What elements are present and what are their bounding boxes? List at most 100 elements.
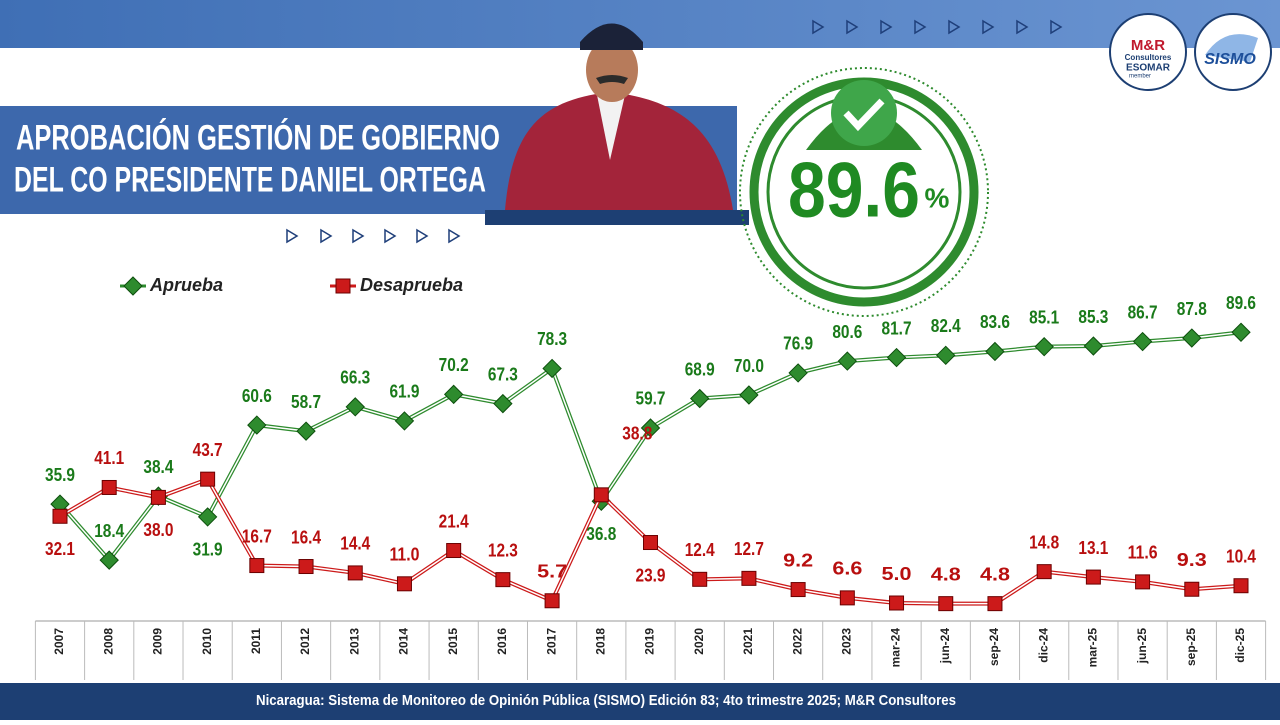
marker	[938, 596, 954, 612]
legend-label: Aprueba	[149, 275, 223, 295]
marker	[593, 487, 609, 503]
marker	[690, 388, 710, 409]
marker	[741, 570, 757, 586]
data-label: 82.4	[931, 316, 961, 336]
x-tick-label: 2007	[52, 628, 66, 655]
data-label: 78.3	[537, 329, 567, 349]
marker	[298, 559, 314, 575]
logo-text: ESOMAR	[1126, 63, 1171, 74]
marker	[985, 341, 1005, 362]
title-band-shadow	[485, 210, 749, 225]
highlight-badge: 89.6 %	[739, 67, 989, 317]
marker	[493, 393, 513, 414]
data-label: 41.1	[94, 448, 124, 468]
logo-text: M&R	[1131, 37, 1165, 54]
series-line	[59, 331, 1242, 562]
marker	[542, 358, 562, 379]
data-label: 70.0	[734, 356, 764, 376]
data-label: 9.3	[1177, 550, 1207, 570]
data-label: 61.9	[389, 382, 419, 402]
marker	[150, 489, 166, 505]
x-tick-label: 2015	[446, 628, 460, 655]
x-tick-label: 2012	[298, 628, 312, 655]
marker	[249, 558, 265, 574]
marker	[1132, 331, 1153, 352]
data-label: 43.7	[193, 440, 223, 460]
data-label: 89.6	[1226, 293, 1256, 313]
logo-text: SISMO	[1204, 51, 1256, 68]
x-tick-label: 2021	[741, 628, 755, 655]
x-tick-label: 2020	[692, 628, 706, 655]
portrait	[505, 23, 733, 210]
title: APROBACIÓN GESTIÓN DE GOBIERNO	[16, 117, 500, 157]
data-label: 9.2	[783, 550, 813, 570]
data-label: 36.8	[586, 524, 616, 544]
x-tick-label: 2023	[840, 628, 854, 655]
data-label: 18.4	[94, 521, 124, 541]
data-label: 38.0	[143, 520, 173, 540]
x-tick-label: mar-24	[889, 628, 903, 668]
marker	[123, 276, 143, 296]
data-label: 35.9	[45, 465, 75, 485]
data-label: 81.7	[882, 318, 912, 338]
logo-sismo: SISMO	[1194, 13, 1272, 91]
data-label: 67.3	[488, 364, 518, 384]
marker	[886, 347, 907, 368]
x-tick-label: 2022	[790, 628, 804, 655]
marker	[396, 576, 412, 592]
x-tick-label: 2008	[101, 628, 115, 655]
logo-text: Consultores	[1125, 53, 1172, 62]
footer-band	[0, 683, 1280, 720]
marker	[446, 543, 462, 559]
marker	[544, 593, 560, 609]
data-label: 80.6	[832, 322, 862, 342]
data-label: 66.3	[340, 368, 370, 388]
marker	[692, 571, 708, 587]
legend-label: Desaprueba	[360, 275, 463, 295]
footnote: Nicaragua: Sistema de Monitoreo de Opini…	[256, 692, 956, 709]
data-label: 58.7	[291, 392, 321, 412]
marker	[1182, 328, 1202, 348]
series-line-halo	[58, 330, 1242, 564]
x-tick-label: dic-25	[1233, 628, 1247, 663]
marker	[1085, 569, 1101, 585]
title: DEL CO PRESIDENTE DANIEL ORTEGA	[14, 160, 486, 199]
data-label: 5.7	[537, 562, 567, 582]
data-label: 11.0	[389, 545, 419, 565]
data-label: 16.4	[291, 527, 321, 547]
data-label: 83.6	[980, 312, 1010, 332]
x-tick-label: 2016	[495, 628, 509, 655]
data-label: 14.8	[1029, 532, 1059, 552]
x-tick-label: 2011	[249, 628, 263, 654]
chart: 2007 2008 2009 2010 2011 2012 2013 2014 2015 2016…	[34, 275, 1267, 680]
data-label: 38.4	[143, 457, 173, 477]
data-label: 6.6	[832, 559, 862, 579]
marker	[788, 363, 808, 383]
arrows-top	[286, 19, 1063, 244]
x-tick-label: mar-25	[1086, 628, 1100, 668]
logo-mr: M&R Consultores ESOMAR member	[1109, 13, 1187, 91]
marker	[495, 572, 511, 588]
x-tick-label: 2014	[397, 628, 411, 655]
highlight-value: 89.6	[788, 146, 920, 234]
marker	[643, 535, 658, 551]
data-label: 4.8	[980, 564, 1010, 584]
marker	[889, 595, 905, 611]
data-label: 5.0	[882, 564, 912, 584]
x-tick-label: 2019	[643, 628, 657, 655]
x-tick-label: dic-24	[1036, 628, 1050, 663]
marker	[99, 550, 119, 570]
data-label: 70.2	[439, 355, 469, 375]
x-tick-label: sep-24	[987, 628, 1001, 666]
data-label: 68.9	[685, 359, 715, 379]
marker	[101, 479, 117, 495]
data-label: 86.7	[1128, 302, 1158, 322]
data-label: 12.4	[685, 540, 715, 560]
x-tick-label: 2018	[593, 628, 607, 655]
marker	[345, 397, 365, 417]
marker	[837, 351, 858, 371]
marker	[1036, 564, 1052, 580]
data-label: 76.9	[783, 334, 813, 354]
marker	[1083, 336, 1104, 356]
x-tick-label: 2013	[347, 628, 361, 655]
